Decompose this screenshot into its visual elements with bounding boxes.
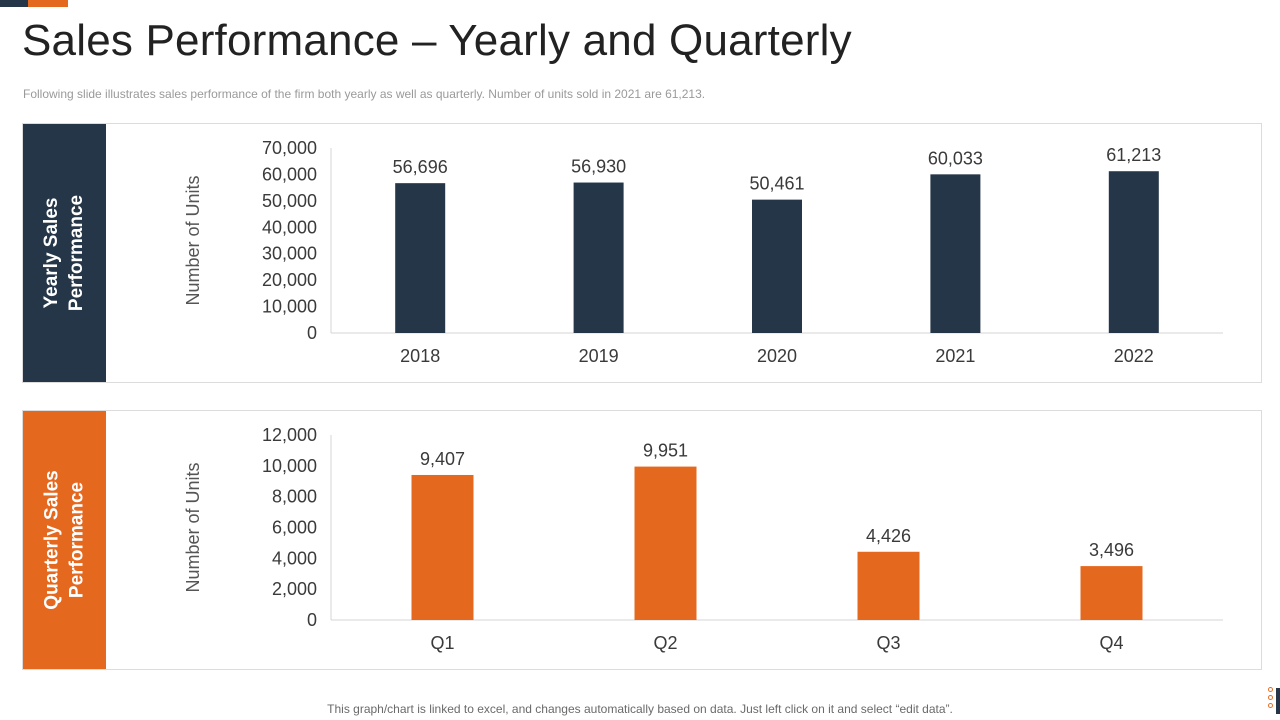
quarterly-category-label: Q2	[653, 633, 677, 653]
quarterly-bar-chart: 0 2,000 4,000 6,000 8,000 10,000 12,000 Number …	[183, 425, 1223, 653]
yearly-y-tick-label: 70,000	[262, 138, 317, 158]
footer-note: This graph/chart is linked to excel, and…	[327, 702, 953, 716]
quarterly-bar-q2	[634, 466, 697, 620]
quarterly-y-tick-label: 2,000	[272, 579, 317, 599]
quarterly-data-label: 3,496	[1089, 540, 1134, 560]
yearly-panel-label: Yearly Sales Performance	[23, 124, 106, 382]
slide-subtitle: Following slide illustrates sales perfor…	[23, 87, 706, 101]
quarterly-category-label: Q1	[430, 633, 454, 653]
top-accent-bar	[0, 0, 68, 7]
quarterly-y-tick-label: 6,000	[272, 518, 317, 538]
corner-dot	[1268, 703, 1273, 708]
slide-title: Sales Performance – Yearly and Quarterly	[22, 16, 852, 65]
accent-orange-segment	[28, 0, 68, 7]
yearly-y-tick-label: 40,000	[262, 217, 317, 237]
quarterly-y-tick-label: 8,000	[272, 487, 317, 507]
quarterly-bar-q3	[857, 551, 920, 620]
yearly-y-tick-label: 20,000	[262, 270, 317, 290]
yearly-category-label: 2019	[579, 346, 619, 366]
quarterly-y-axis-title: Number of Units	[183, 462, 203, 592]
quarterly-y-tick-label: 10,000	[262, 456, 317, 476]
quarterly-panel-label: Quarterly Sales Performance	[23, 411, 106, 669]
quarterly-data-label: 4,426	[866, 526, 911, 546]
corner-dot	[1268, 695, 1273, 700]
yearly-y-tick-label: 50,000	[262, 191, 317, 211]
yearly-bar-2020	[752, 199, 802, 333]
quarterly-category-label: Q4	[1099, 633, 1123, 653]
corner-dots	[1268, 687, 1274, 708]
yearly-y-tick-label: 0	[307, 323, 317, 343]
yearly-y-tick-label: 10,000	[262, 297, 317, 317]
yearly-data-label: 61,213	[1106, 145, 1161, 165]
quarterly-y-tick-label: 4,000	[272, 548, 317, 568]
yearly-category-label: 2021	[935, 346, 975, 366]
quarterly-y-tick-label: 0	[307, 610, 317, 630]
yearly-y-tick-label: 60,000	[262, 164, 317, 184]
yearly-sales-panel: Yearly Sales Performance 0 10,000 20,000 30…	[22, 123, 1262, 383]
yearly-category-label: 2022	[1114, 346, 1154, 366]
corner-dot	[1268, 687, 1273, 692]
quarterly-data-label: 9,407	[420, 449, 465, 469]
yearly-data-label: 56,696	[393, 157, 448, 177]
quarterly-bar-q4	[1080, 566, 1143, 620]
yearly-category-label: 2020	[757, 346, 797, 366]
yearly-data-label: 60,033	[928, 148, 983, 168]
yearly-bar-2019	[573, 182, 624, 333]
accent-dark-segment	[0, 0, 28, 7]
quarterly-y-tick-label: 12,000	[262, 425, 317, 445]
yearly-bar-chart: 0 10,000 20,000 30,000 40,000 50,000 60,000 70,…	[183, 138, 1223, 366]
yearly-data-label: 50,461	[749, 174, 804, 194]
yearly-bar-2018	[395, 183, 446, 333]
quarterly-bar-q1	[411, 474, 474, 620]
yearly-bar-2021	[930, 174, 981, 333]
yearly-data-label: 56,930	[571, 157, 626, 177]
yearly-category-label: 2018	[400, 346, 440, 366]
yearly-bar-2022	[1108, 171, 1159, 333]
quarterly-data-label: 9,951	[643, 441, 688, 461]
yearly-y-tick-label: 30,000	[262, 244, 317, 264]
quarterly-category-label: Q3	[876, 633, 900, 653]
corner-accent-bar	[1276, 688, 1280, 714]
quarterly-sales-panel: Quarterly Sales Performance 0 2,000 4,000 6…	[22, 410, 1262, 670]
yearly-y-axis-title: Number of Units	[183, 175, 203, 305]
